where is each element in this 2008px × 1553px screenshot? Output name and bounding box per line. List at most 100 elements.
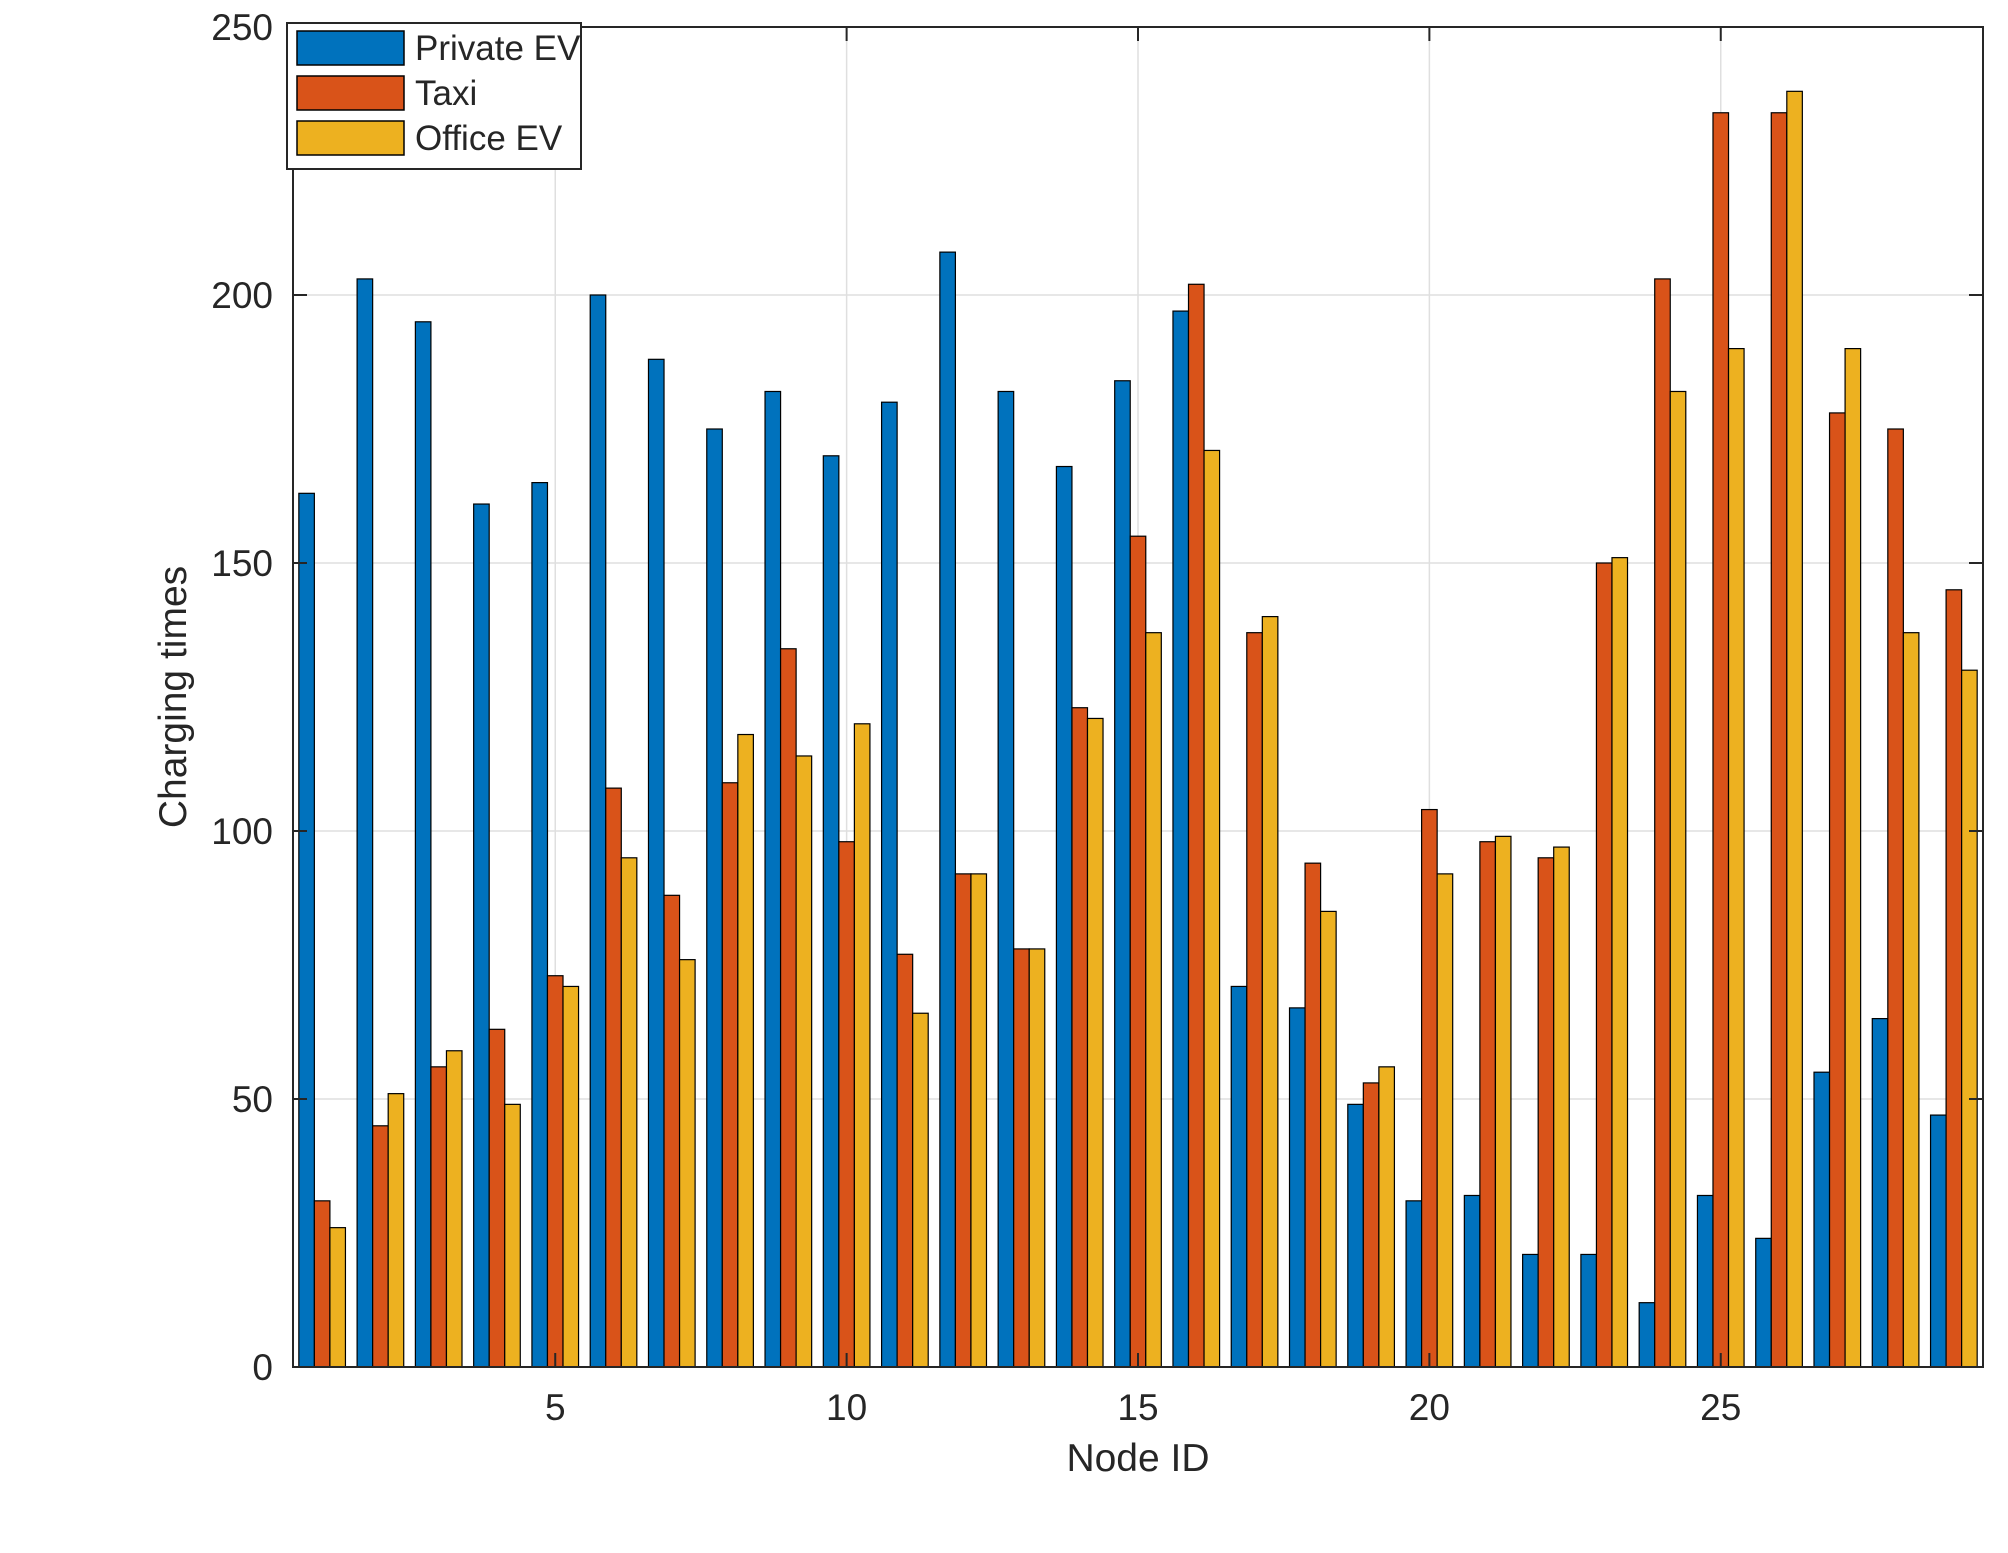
x-tick-label: 5	[545, 1387, 566, 1428]
bar-office-ev	[1028, 948, 1046, 1368]
legend-swatch-private-ev	[296, 30, 405, 66]
y-tick-label: 250	[211, 7, 273, 48]
bar-office-ev	[445, 1050, 463, 1368]
bar-office-ev	[1553, 846, 1570, 1368]
bar-private-ev	[1405, 1200, 1423, 1368]
bar-office-ev	[1611, 557, 1629, 1368]
bar-private-ev	[531, 482, 549, 1368]
bar-taxi	[313, 1200, 331, 1368]
bar-taxi	[1595, 562, 1613, 1368]
y-tick-label: 150	[211, 543, 273, 584]
bar-taxi	[546, 975, 564, 1368]
legend-label-taxi: Taxi	[415, 74, 477, 113]
bar-office-ev	[504, 1103, 521, 1368]
bar-office-ev	[1261, 615, 1279, 1368]
bar-office-ev	[329, 1227, 347, 1368]
legend-swatch-office-ev	[296, 120, 405, 156]
bar-office-ev	[1086, 717, 1104, 1368]
bar-private-ev	[1755, 1237, 1772, 1368]
legend-label-office-ev: Office EV	[415, 119, 563, 158]
bar-private-ev	[1288, 1007, 1306, 1368]
bar-office-ev	[737, 733, 754, 1368]
bar-taxi	[1013, 948, 1030, 1368]
bar-private-ev	[473, 503, 490, 1368]
bar-private-ev	[1813, 1071, 1831, 1368]
bar-private-ev	[1230, 985, 1248, 1368]
bar-office-ev	[562, 985, 580, 1368]
bar-private-ev	[1696, 1194, 1714, 1368]
bar-private-ev	[647, 358, 665, 1368]
bar-office-ev	[1902, 632, 1920, 1368]
bar-private-ev	[1347, 1103, 1364, 1368]
bar-taxi	[1887, 428, 1904, 1368]
bar-taxi	[1654, 278, 1671, 1368]
y-tick-label: 200	[211, 275, 273, 316]
bar-private-ev	[880, 401, 898, 1368]
x-tick-label: 20	[1409, 1387, 1450, 1428]
bar-private-ev	[589, 294, 607, 1368]
x-tick-label: 15	[1117, 1387, 1158, 1428]
bar-taxi	[721, 782, 739, 1368]
y-axis-title: Charging times	[152, 566, 195, 828]
bar-taxi	[1712, 112, 1730, 1368]
bar-private-ev	[414, 321, 432, 1368]
bar-office-ev	[1727, 348, 1745, 1368]
bar-private-ev	[1522, 1253, 1539, 1368]
bar-private-ev	[1055, 465, 1073, 1368]
y-tick-label: 100	[211, 811, 273, 852]
bar-office-ev	[1961, 669, 1978, 1368]
bar-private-ev	[1172, 310, 1190, 1368]
bar-taxi	[1479, 841, 1497, 1368]
bar-taxi	[663, 894, 681, 1368]
bar-private-ev	[1463, 1194, 1481, 1368]
bar-taxi	[896, 953, 914, 1368]
bar-private-ev	[706, 428, 723, 1368]
bar-office-ev	[1669, 390, 1687, 1368]
bar-private-ev	[1638, 1302, 1656, 1368]
bar-private-ev	[939, 251, 957, 1368]
bar-private-ev	[1580, 1253, 1598, 1368]
bar-office-ev	[853, 723, 871, 1368]
legend-label-private-ev: Private EV	[415, 29, 581, 68]
bar-private-ev	[1114, 380, 1131, 1368]
bar-taxi	[1421, 808, 1438, 1368]
bar-private-ev	[822, 455, 840, 1368]
bar-taxi	[954, 873, 972, 1368]
bar-office-ev	[912, 1012, 929, 1368]
bar-taxi	[1770, 112, 1788, 1368]
bar-taxi	[1537, 857, 1555, 1368]
x-axis-title: Node ID	[1066, 1437, 1209, 1480]
bar-office-ev	[620, 857, 638, 1368]
bar-taxi	[1246, 632, 1263, 1368]
y-tick-label: 50	[232, 1079, 273, 1120]
bar-office-ev	[1786, 90, 1803, 1368]
bar-taxi	[1304, 862, 1322, 1368]
bar-taxi	[605, 787, 622, 1368]
legend-swatch-taxi	[296, 75, 405, 111]
bar-taxi	[1362, 1082, 1380, 1368]
bar-taxi	[779, 648, 797, 1368]
bar-office-ev	[1378, 1066, 1396, 1368]
legend[interactable]: Private EV Taxi Office EV	[286, 22, 582, 170]
bars	[298, 90, 1978, 1368]
bar-taxi	[838, 841, 855, 1368]
bar-taxi	[1945, 589, 1963, 1368]
bar-office-ev	[387, 1093, 405, 1368]
bar-private-ev	[356, 278, 374, 1368]
bar-office-ev	[1319, 910, 1337, 1368]
bar-taxi	[488, 1028, 506, 1368]
bar-office-ev	[1203, 449, 1221, 1368]
bar-taxi	[1828, 412, 1846, 1368]
bar-taxi	[372, 1125, 389, 1368]
bar-office-ev	[678, 959, 696, 1368]
bar-private-ev	[1929, 1114, 1947, 1368]
bar-taxi	[430, 1066, 448, 1368]
bar-office-ev	[1436, 873, 1454, 1368]
bar-taxi	[1129, 535, 1147, 1368]
x-tick-label: 10	[826, 1387, 867, 1428]
bar-private-ev	[298, 492, 315, 1368]
bar-office-ev	[795, 755, 813, 1368]
